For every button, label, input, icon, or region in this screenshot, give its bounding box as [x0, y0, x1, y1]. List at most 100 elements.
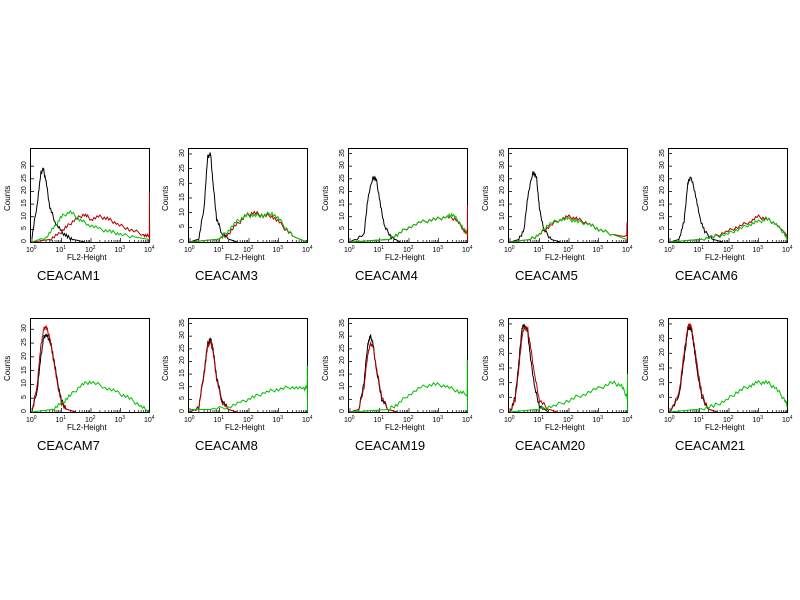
y-axis-label: Counts — [321, 185, 330, 211]
y-tick-label: 35 — [339, 148, 346, 157]
x-tick-base: 10 — [723, 417, 731, 424]
x-tick-label: 103 — [273, 415, 284, 424]
x-tick-label: 101 — [694, 415, 705, 424]
y-tick-label: 30 — [21, 324, 28, 333]
x-tick-exponent: 0 — [671, 245, 675, 251]
x-tick-base: 10 — [26, 247, 34, 254]
x-tick-label: 102 — [403, 245, 414, 254]
x-tick-base: 10 — [243, 417, 251, 424]
y-axis-label: Counts — [481, 185, 490, 211]
x-tick-label: 103 — [433, 415, 444, 424]
y-tick-label: 0 — [21, 409, 28, 413]
x-tick-exponent: 1 — [63, 245, 67, 251]
x-tick-exponent: 2 — [730, 245, 734, 251]
plot-area — [30, 318, 150, 413]
y-tick-label: 5 — [339, 396, 346, 401]
x-tick-base: 10 — [622, 247, 630, 254]
x-tick-exponent: 1 — [541, 245, 545, 251]
series-line-0 — [31, 167, 85, 243]
x-tick-exponent: 1 — [701, 415, 705, 421]
x-tick-base: 10 — [26, 417, 34, 424]
x-tick-exponent: 2 — [410, 415, 414, 421]
x-tick-base: 10 — [693, 417, 702, 424]
plot-area — [348, 318, 468, 413]
plot-area — [508, 318, 629, 413]
panel-label: CEACAM8 — [195, 438, 258, 453]
y-tick-label: 0 — [339, 409, 346, 413]
x-tick-exponent: 3 — [760, 415, 764, 421]
panel-label: CEACAM4 — [355, 268, 418, 283]
y-axis-label: Counts — [161, 185, 170, 211]
y-tick-label: 35 — [339, 318, 346, 327]
x-tick-exponent: 2 — [730, 415, 734, 421]
x-tick-exponent: 2 — [250, 245, 254, 251]
x-tick-exponent: 2 — [570, 415, 574, 421]
y-tick-label: 10 — [179, 207, 186, 216]
x-tick-exponent: 4 — [469, 415, 473, 421]
x-tick-base: 10 — [85, 417, 93, 424]
x-tick-base: 10 — [243, 247, 251, 254]
histogram-svg — [509, 153, 628, 243]
x-axis-label: FL2-Height — [385, 423, 425, 432]
y-tick-label: 35 — [179, 318, 186, 327]
x-tick-label: 100 — [344, 415, 355, 424]
y-tick-label: 25 — [339, 344, 346, 352]
x-tick-base: 10 — [55, 417, 64, 424]
y-tick-label: 10 — [339, 381, 346, 390]
x-tick-label: 102 — [403, 415, 414, 424]
x-tick-base: 10 — [213, 247, 222, 254]
x-tick-base: 10 — [563, 247, 571, 254]
y-tick-label: 15 — [499, 199, 506, 208]
x-axis-label: FL2-Height — [67, 423, 107, 432]
x-tick-label: 103 — [593, 245, 604, 254]
y-tick-label: 10 — [21, 379, 28, 388]
x-tick-label: 101 — [534, 245, 545, 254]
x-tick-label: 104 — [302, 245, 313, 254]
x-tick-base: 10 — [533, 247, 542, 254]
x-tick-exponent: 1 — [541, 415, 545, 421]
series-line-0 — [669, 176, 723, 243]
x-axis-label: FL2-Height — [67, 253, 107, 262]
x-tick-exponent: 1 — [221, 415, 225, 421]
x-tick-base: 10 — [373, 247, 382, 254]
x-tick-label: 102 — [723, 245, 734, 254]
panel-label: CEACAM19 — [355, 438, 426, 453]
plot-area — [30, 148, 151, 243]
x-tick-exponent: 4 — [789, 415, 793, 421]
x-tick-exponent: 2 — [570, 245, 574, 251]
series-line-1 — [509, 214, 628, 243]
y-tick-label: 10 — [339, 211, 346, 220]
x-tick-label: 104 — [622, 245, 633, 254]
y-tick-label: 20 — [339, 186, 346, 195]
x-tick-exponent: 2 — [410, 245, 414, 251]
y-tick-label: 10 — [659, 377, 666, 386]
histogram-svg — [349, 323, 468, 413]
y-tick-label: 25 — [499, 174, 506, 182]
x-tick-base: 10 — [432, 417, 441, 424]
series-line-1 — [31, 325, 76, 413]
y-tick-label: 0 — [659, 239, 666, 243]
x-tick-exponent: 0 — [191, 245, 195, 251]
x-tick-base: 10 — [403, 247, 411, 254]
y-tick-label: 25 — [339, 174, 346, 182]
y-tick-label: 5 — [499, 394, 506, 399]
histogram-svg — [349, 153, 469, 243]
y-tick-label: 5 — [21, 226, 28, 231]
x-tick-base: 10 — [592, 247, 601, 254]
x-tick-exponent: 4 — [151, 415, 155, 421]
series-line-1 — [189, 340, 238, 413]
x-tick-label: 100 — [504, 415, 515, 424]
y-axis-label: Counts — [641, 185, 650, 211]
x-tick-base: 10 — [55, 247, 64, 254]
series-line-1 — [349, 341, 398, 413]
x-tick-exponent: 3 — [280, 245, 284, 251]
y-tick-label: 0 — [499, 239, 506, 243]
x-tick-label: 103 — [753, 245, 764, 254]
panel-label: CEACAM7 — [37, 438, 100, 453]
x-tick-base: 10 — [272, 247, 281, 254]
histogram-svg — [31, 165, 151, 243]
x-tick-exponent: 1 — [381, 415, 385, 421]
x-tick-exponent: 0 — [511, 415, 515, 421]
panel-label: CEACAM1 — [37, 268, 100, 283]
